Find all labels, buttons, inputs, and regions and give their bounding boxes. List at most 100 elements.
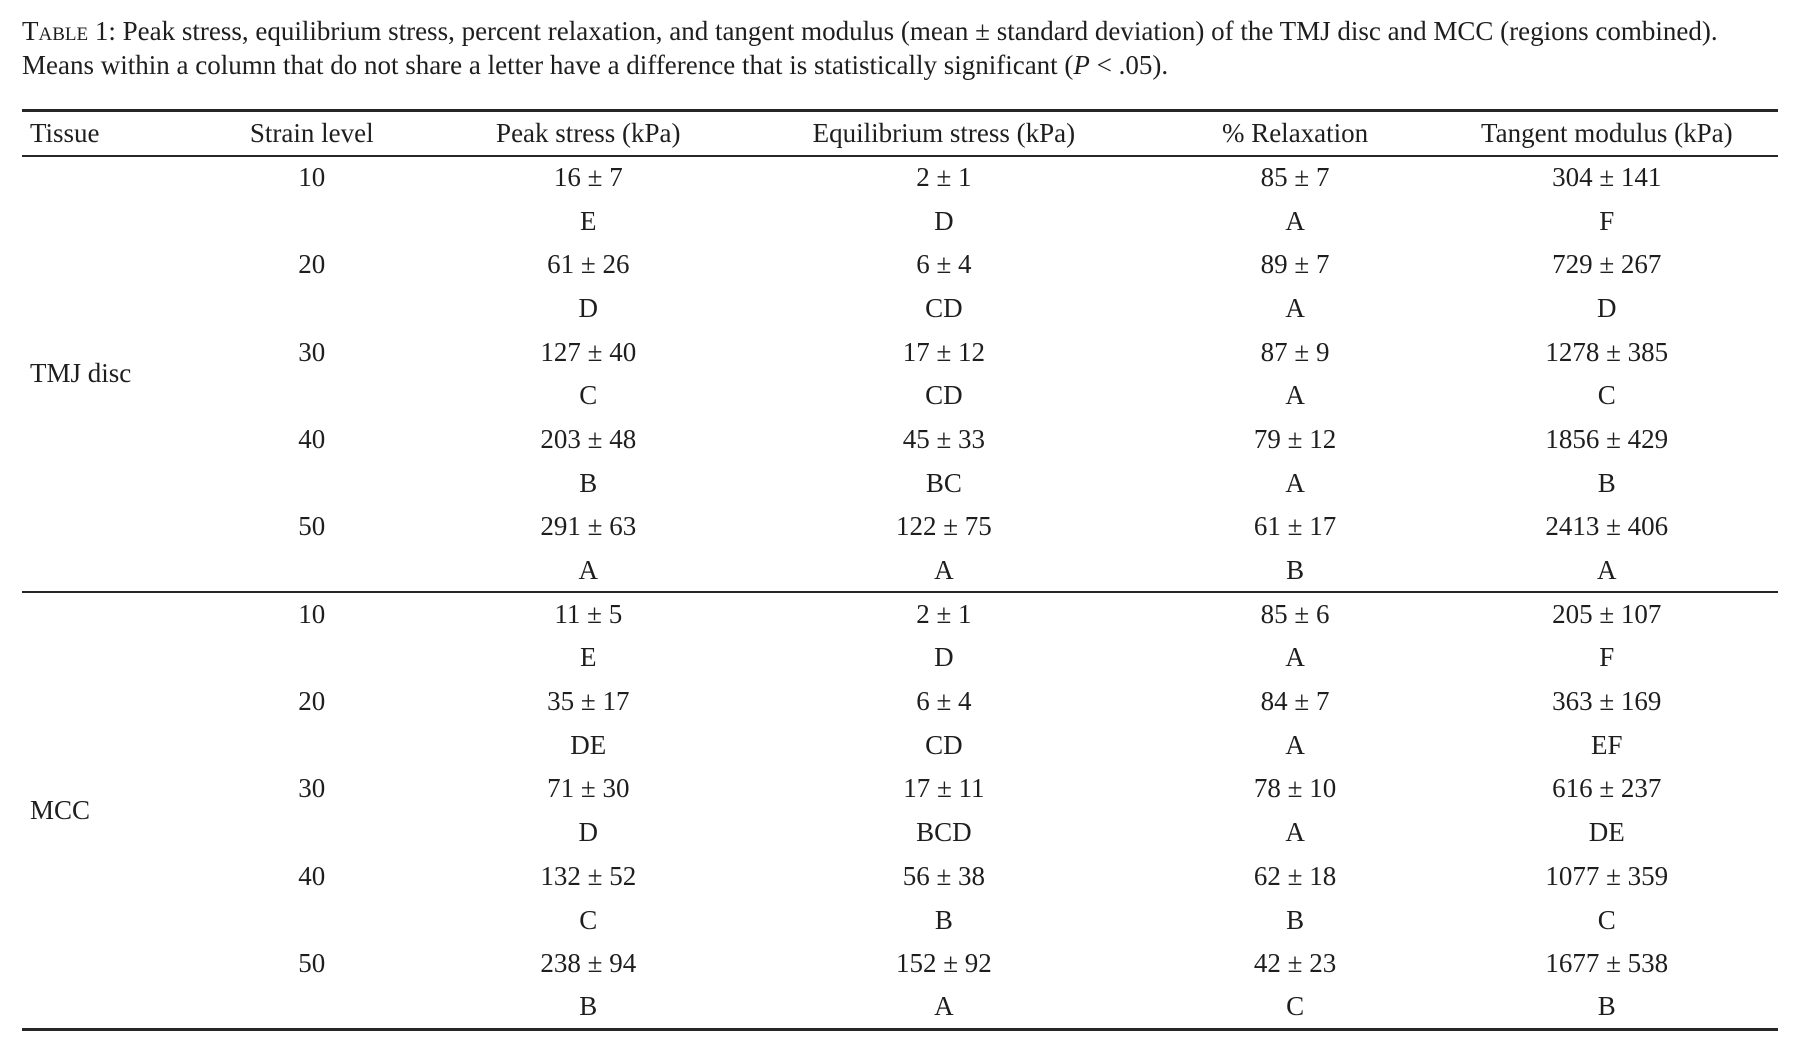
letter-cell-relaxation: A bbox=[1285, 729, 1305, 760]
results-table: Tissue Strain level Peak stress (kPa) Eq… bbox=[22, 109, 1778, 1031]
letter-cell-peak: B bbox=[579, 467, 598, 498]
table-row: 50 238 ± 94 152 ± 92 42 ± 23 1677 ± 538 bbox=[22, 942, 1778, 986]
value-cell-tangent: 1077 ± 359 bbox=[1545, 860, 1669, 891]
value-cell-relaxation: 62 ± 18 bbox=[1253, 860, 1337, 891]
strain-spacer-cell bbox=[180, 287, 443, 331]
value-cell-relaxation: 89 ± 7 bbox=[1260, 249, 1330, 280]
table-row-letters: D BCD A DE bbox=[22, 811, 1778, 855]
table-header: Tissue Strain level Peak stress (kPa) Eq… bbox=[22, 111, 1778, 156]
value-cell-peak: 291 ± 63 bbox=[540, 511, 637, 542]
letter-cell-tangent: C bbox=[1597, 380, 1616, 411]
letter-cell-tangent: EF bbox=[1591, 729, 1623, 760]
table-row-letters: B BC A B bbox=[22, 461, 1778, 505]
tissue-cell: TMJ disc bbox=[30, 358, 132, 389]
table-row: 20 35 ± 17 6 ± 4 84 ± 7 363 ± 169 bbox=[22, 680, 1778, 724]
letter-cell-relaxation: A bbox=[1285, 380, 1305, 411]
letter-cell-tangent: D bbox=[1597, 292, 1617, 323]
table-row: 40 203 ± 48 45 ± 33 79 ± 12 1856 ± 429 bbox=[22, 418, 1778, 462]
table-row-letters: A A B A bbox=[22, 549, 1778, 593]
letter-cell-tangent: C bbox=[1597, 904, 1616, 935]
value-cell-tangent: 1677 ± 538 bbox=[1545, 948, 1669, 979]
table-row-letters: B A C B bbox=[22, 986, 1778, 1030]
table-row: 50 291 ± 63 122 ± 75 61 ± 17 2413 ± 406 bbox=[22, 505, 1778, 549]
table-row: 30 127 ± 40 17 ± 12 87 ± 9 1278 ± 385 bbox=[22, 330, 1778, 374]
strain-spacer-cell bbox=[180, 636, 443, 680]
value-cell-tangent: 363 ± 169 bbox=[1552, 686, 1662, 717]
value-cell-tangent: 1278 ± 385 bbox=[1545, 336, 1669, 367]
letter-cell-relaxation: C bbox=[1286, 991, 1305, 1022]
strain-spacer-cell bbox=[180, 549, 443, 593]
letter-cell-relaxation: A bbox=[1285, 642, 1305, 673]
table-row: MCC 10 11 ± 5 2 ± 1 85 ± 6 205 ± 107 bbox=[22, 592, 1778, 825]
header-tissue: Tissue bbox=[30, 117, 100, 148]
letter-cell-peak: D bbox=[578, 817, 599, 848]
value-cell-relaxation: 42 ± 23 bbox=[1253, 948, 1337, 979]
section-tmj-disc: TMJ disc 10 16 ± 7 2 ± 1 85 ± 7 304 ± 14… bbox=[22, 156, 1778, 593]
letter-cell-relaxation: A bbox=[1285, 205, 1305, 236]
letter-cell-relaxation: A bbox=[1285, 817, 1305, 848]
strain-cell: 30 bbox=[298, 773, 326, 804]
letter-cell-equilibrium: BC bbox=[925, 467, 962, 498]
header-strain-level: Strain level bbox=[249, 117, 374, 148]
value-cell-equilibrium: 2 ± 1 bbox=[916, 599, 972, 630]
table-row-letters: D CD A D bbox=[22, 287, 1778, 331]
value-cell-equilibrium: 56 ± 38 bbox=[902, 860, 986, 891]
value-cell-equilibrium: 122 ± 75 bbox=[895, 511, 992, 542]
value-cell-relaxation: 78 ± 10 bbox=[1253, 773, 1337, 804]
value-cell-peak: 71 ± 30 bbox=[547, 773, 630, 804]
letter-cell-peak: E bbox=[580, 642, 597, 673]
header-relaxation: % Relaxation bbox=[1221, 117, 1369, 148]
letter-cell-equilibrium: BCD bbox=[916, 817, 972, 848]
table-row-letters: C CD A C bbox=[22, 374, 1778, 418]
value-cell-relaxation: 85 ± 6 bbox=[1260, 599, 1330, 630]
value-cell-tangent: 729 ± 267 bbox=[1552, 249, 1662, 280]
strain-cell: 10 bbox=[298, 162, 326, 193]
letter-cell-equilibrium: CD bbox=[925, 380, 963, 411]
value-cell-tangent: 1856 ± 429 bbox=[1545, 423, 1669, 454]
table-row: TMJ disc 10 16 ± 7 2 ± 1 85 ± 7 304 ± 14… bbox=[22, 156, 1778, 388]
strain-cell: 30 bbox=[298, 336, 326, 367]
table-caption-p-symbol: P bbox=[1073, 50, 1090, 80]
value-cell-peak: 61 ± 26 bbox=[547, 249, 630, 280]
letter-cell-tangent: B bbox=[1597, 467, 1616, 498]
letter-cell-peak: C bbox=[579, 904, 598, 935]
letter-cell-tangent: A bbox=[1597, 554, 1617, 585]
letter-cell-peak: E bbox=[580, 205, 597, 236]
letter-cell-tangent: F bbox=[1599, 642, 1615, 673]
letter-cell-equilibrium: B bbox=[934, 904, 953, 935]
strain-cell: 40 bbox=[298, 423, 326, 454]
table-row: 20 61 ± 26 6 ± 4 89 ± 7 729 ± 267 bbox=[22, 243, 1778, 287]
table-row-letters: C B B C bbox=[22, 898, 1778, 942]
value-cell-relaxation: 84 ± 7 bbox=[1260, 686, 1330, 717]
letter-cell-equilibrium: A bbox=[934, 991, 954, 1022]
tissue-cell: MCC bbox=[30, 795, 91, 826]
strain-spacer-cell bbox=[180, 461, 443, 505]
header-row: Tissue Strain level Peak stress (kPa) Eq… bbox=[22, 111, 1778, 156]
value-cell-peak: 132 ± 52 bbox=[540, 860, 637, 891]
strain-cell: 50 bbox=[298, 511, 326, 542]
letter-cell-equilibrium: CD bbox=[925, 292, 963, 323]
strain-cell: 10 bbox=[298, 599, 326, 630]
strain-spacer-cell bbox=[180, 811, 443, 855]
strain-cell: 50 bbox=[298, 948, 326, 979]
strain-spacer-cell bbox=[180, 723, 443, 767]
letter-cell-relaxation: A bbox=[1285, 292, 1305, 323]
value-cell-relaxation: 79 ± 12 bbox=[1253, 423, 1337, 454]
letter-cell-equilibrium: CD bbox=[925, 729, 963, 760]
letter-cell-equilibrium: D bbox=[934, 642, 954, 673]
letter-cell-peak: D bbox=[578, 292, 599, 323]
value-cell-relaxation: 85 ± 7 bbox=[1260, 162, 1330, 193]
value-cell-peak: 16 ± 7 bbox=[553, 162, 623, 193]
letter-cell-peak: DE bbox=[570, 729, 607, 760]
table-row: 40 132 ± 52 56 ± 38 62 ± 18 1077 ± 359 bbox=[22, 855, 1778, 899]
strain-cell: 40 bbox=[298, 860, 326, 891]
table-caption: Table 1: Peak stress, equilibrium stress… bbox=[22, 14, 1778, 82]
strain-spacer-cell bbox=[180, 199, 443, 243]
strain-spacer-cell bbox=[180, 986, 443, 1030]
table-row-letters: DE CD A EF bbox=[22, 723, 1778, 767]
letter-cell-equilibrium: D bbox=[934, 205, 954, 236]
letter-cell-tangent: F bbox=[1599, 205, 1615, 236]
letter-cell-tangent: DE bbox=[1588, 817, 1625, 848]
value-cell-equilibrium: 17 ± 11 bbox=[903, 773, 985, 804]
table-row: 30 71 ± 30 17 ± 11 78 ± 10 616 ± 237 bbox=[22, 767, 1778, 811]
